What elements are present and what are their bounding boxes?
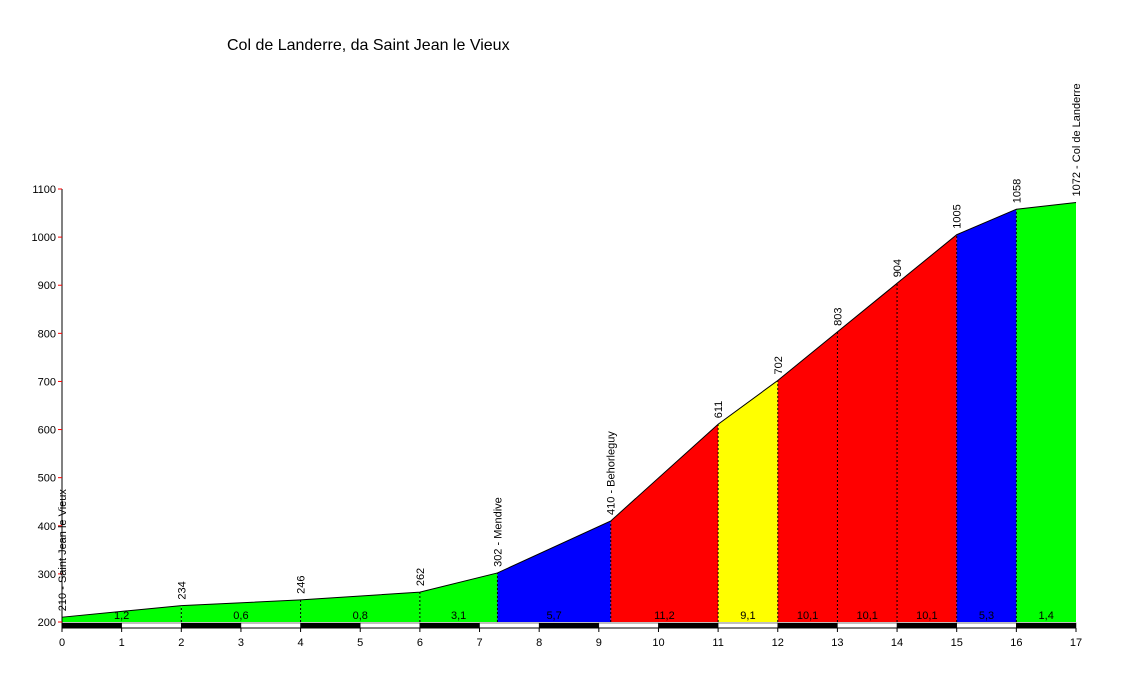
x-tick-label: 8 [536,637,542,649]
km-strip [121,622,182,629]
gradient-label: 3,1 [451,610,466,622]
km-strip [181,622,242,629]
segment-fill [419,572,498,622]
gradient-label: 5,3 [979,610,994,622]
elevation-label: 904 [892,259,904,277]
x-tick-label: 10 [652,637,664,649]
km-strip [956,622,1017,629]
elevation-label: 803 [832,308,844,326]
segment-fill [1016,202,1076,622]
x-tick-label: 11 [712,637,723,649]
elevation-label: 1005 [952,204,964,228]
gradient-label: 5,7 [546,610,561,622]
segment-fill [62,605,182,622]
km-strip [717,622,779,629]
elevation-label: 1072 - Col de Landerre [1071,83,1083,196]
gradient-label: 9,1 [740,610,755,622]
x-tick-label: 12 [772,637,784,649]
chart-title: Col de Landerre, da Saint Jean le Vieux [227,37,510,54]
segment-fill [300,592,420,622]
segment-fill [897,234,957,622]
km-strip [1016,622,1077,629]
elevation-label: 702 [773,356,785,374]
y-tick-label: 300 [38,569,56,581]
km-strip [359,622,421,629]
gradient-label: 0,8 [353,610,368,622]
segment-fill [497,520,611,622]
elevation-label: 246 [296,576,308,594]
y-tick-label: 500 [38,473,56,485]
elevation-label: 410 - Behorleguy [606,431,618,515]
x-tick-label: 2 [178,637,184,649]
gradient-label: 1,4 [1039,610,1054,622]
elevation-label: 234 [176,581,188,599]
km-strip [658,622,719,629]
x-tick-label: 15 [951,637,963,649]
km-strip [538,622,600,629]
gradient-label: 11,2 [654,610,675,622]
y-tick-label: 200 [38,617,56,629]
y-tick-label: 600 [38,425,56,437]
x-tick-label: 17 [1070,637,1082,649]
km-strip [598,622,659,629]
x-tick-label: 14 [891,637,903,649]
x-tick-label: 5 [357,637,363,649]
gradient-label: 0,6 [233,610,248,622]
segment-fill [610,424,719,622]
elevation-label: 611 [713,401,725,419]
km-strip [777,622,838,629]
segment-fill [181,599,301,622]
plot-area: 1,2 0,6 0,8 3,1 5,7 11,2 9,1 10,1 10,1 10,1 5,3 1,4… [32,83,1083,649]
gradient-label: 10,1 [797,610,818,622]
km-strip [300,622,361,629]
elevation-label: 210 - Saint Jean le Vieux [57,489,69,612]
x-tick-label: 1 [119,637,125,649]
elevation-label: 1058 [1011,179,1023,203]
y-tick-label: 900 [38,280,56,292]
segment-fill [837,283,898,622]
x-tick-label: 7 [476,637,482,649]
x-tick-label: 6 [417,637,423,649]
y-tick-label: 700 [38,376,56,388]
km-strip [419,622,480,629]
km-strip [837,622,898,629]
km-strip [896,622,957,629]
gradient-label: 10,1 [916,610,937,622]
x-tick-label: 16 [1010,637,1022,649]
y-tick-label: 1100 [32,184,56,196]
km-strip [240,622,301,629]
x-tick-label: 4 [298,637,304,649]
segment-fill [777,331,838,622]
x-tick-label: 13 [831,637,843,649]
y-tick-label: 400 [38,521,56,533]
elevation-label: 262 [415,568,427,586]
y-tick-label: 1000 [32,232,56,244]
segment-fill [718,380,778,622]
x-tick-label: 0 [59,637,65,649]
gradient-label: 1,2 [114,610,129,622]
x-tick-label: 9 [596,637,602,649]
gradient-label: 10,1 [857,610,878,622]
segment-fill [956,209,1017,622]
elevation-label: 302 - Mendive [492,497,504,567]
x-tick-label: 3 [238,637,244,649]
km-strip [479,622,540,629]
y-tick-label: 800 [38,328,56,340]
km-strip [61,622,122,629]
